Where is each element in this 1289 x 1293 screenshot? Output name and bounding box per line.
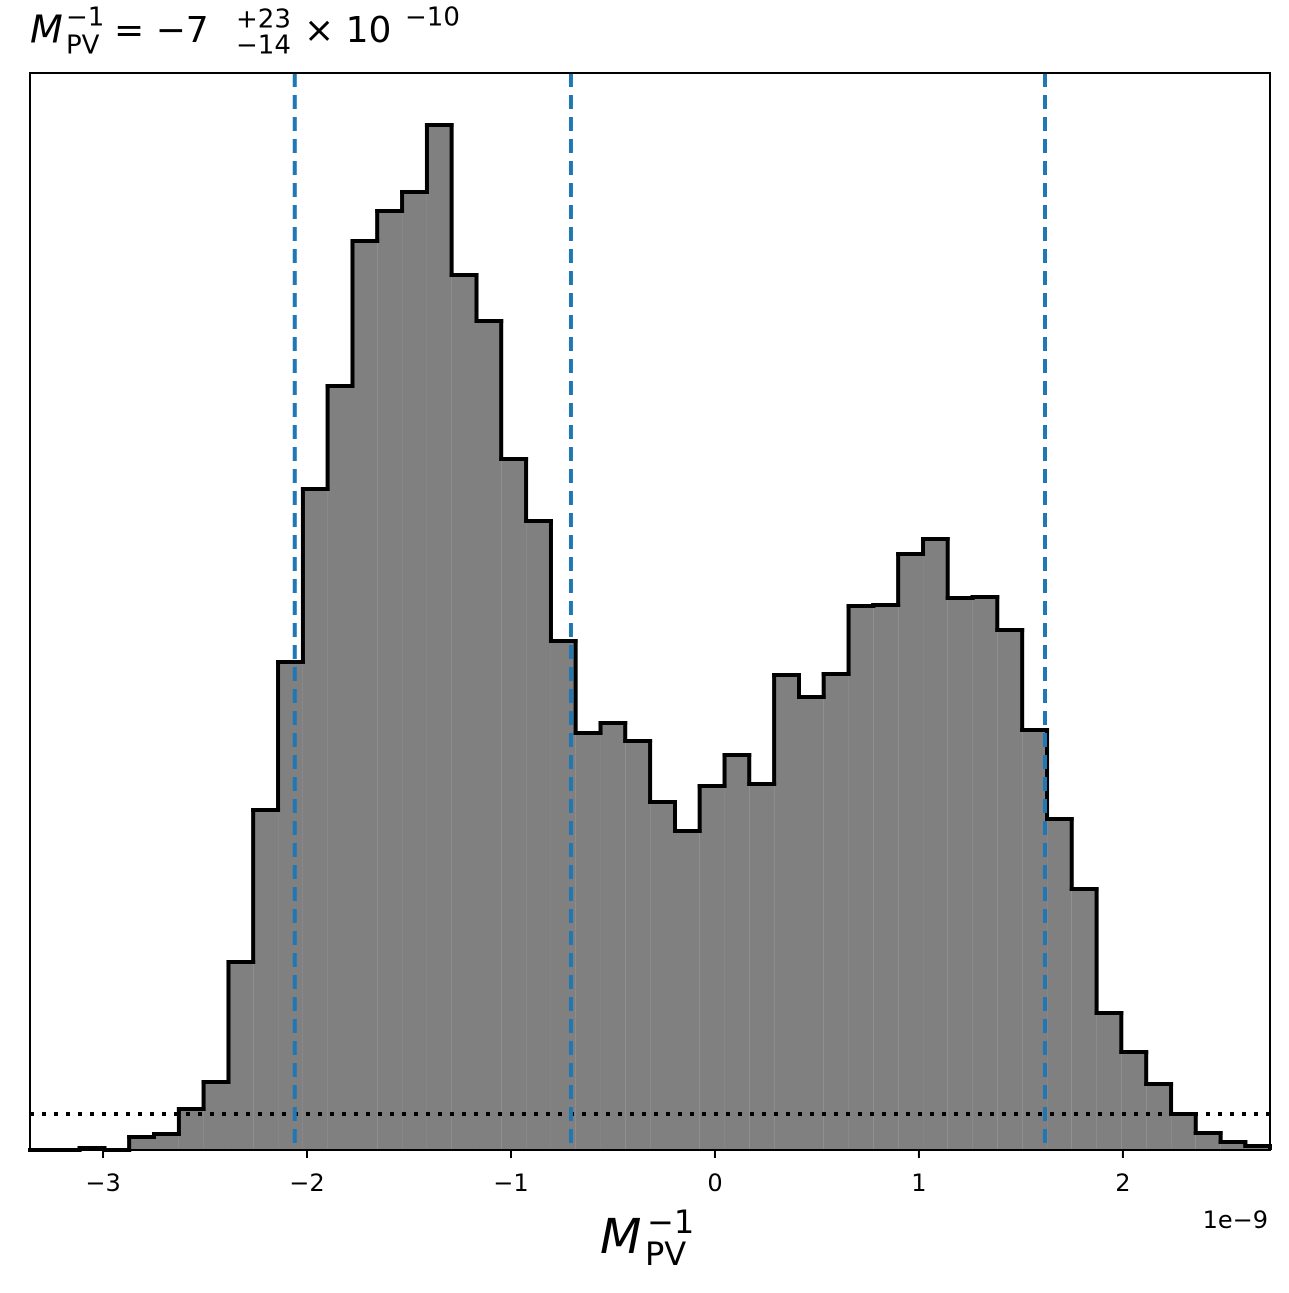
bar [799,697,824,1150]
bar [426,125,452,1150]
xlabel-subscript: PV [645,1235,686,1273]
bar [1220,1142,1246,1150]
bar [848,606,874,1150]
axes-frame [29,72,1271,1151]
title-lower: −14 [236,31,291,61]
bar [402,192,427,1150]
bar [724,755,750,1150]
bar [278,662,303,1150]
x-tick-label: −1 [493,1169,528,1197]
chart-title: M −1 PV = −7 +23 −14 × 10 −10 [30,3,460,61]
bar [600,723,626,1150]
bar [774,675,800,1150]
x-axis-label: M −1 PV [600,1203,694,1273]
title-exponent: −10 [405,3,460,33]
x-tick-label: 1 [911,1169,926,1197]
title-times: × 10 [304,10,391,51]
bar [1146,1084,1172,1150]
bar [1171,1114,1196,1150]
x-offset-label: 1e−9 [1203,1206,1268,1234]
bar [352,241,378,1150]
bar [451,275,477,1150]
bar [674,831,700,1150]
bar [873,605,899,1150]
bar [1071,889,1097,1150]
bar [972,597,998,1150]
title-superscript: −1 [66,3,104,33]
xlabel-symbol: M [600,1209,641,1265]
bar [947,598,973,1150]
bar [228,962,254,1150]
bar [302,489,328,1150]
x-tick-label: 0 [707,1169,722,1197]
bar [1022,730,1048,1150]
bar [699,786,725,1150]
bar [749,784,775,1150]
x-tick-label: −2 [289,1169,324,1197]
title-subscript: PV [66,31,100,61]
bar [625,741,651,1150]
bar [650,802,675,1150]
bar [501,459,527,1150]
x-tick-label: 2 [1115,1169,1130,1197]
bar [129,1137,155,1150]
bar [898,554,924,1150]
bar [1121,1052,1147,1150]
title-upper: +23 [236,5,291,35]
bar [476,321,502,1150]
xlabel-superscript: −1 [647,1203,694,1241]
bar [154,1134,179,1150]
title-rhs: = −7 [114,10,209,51]
title-symbol: M [30,8,63,52]
bar [997,630,1023,1150]
bar [327,386,353,1150]
bar [1047,819,1072,1150]
bar [575,733,601,1150]
bar [253,810,279,1150]
bar [377,211,403,1150]
x-tick-label: −3 [85,1169,120,1197]
bar [526,521,551,1150]
bar [923,539,948,1150]
plot-area [28,73,1272,1152]
bar [823,674,849,1150]
bar [1096,1013,1122,1150]
bar [1195,1133,1221,1150]
